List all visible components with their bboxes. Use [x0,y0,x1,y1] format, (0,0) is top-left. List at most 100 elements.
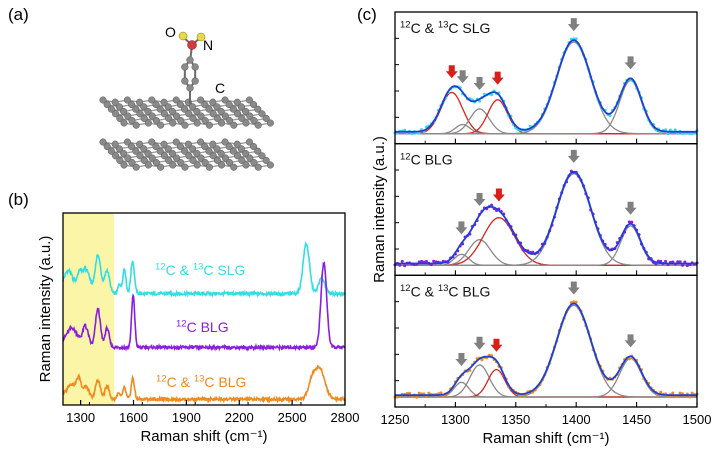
lower-graphene-atom [168,149,176,157]
upper-graphene-atom [201,101,209,109]
upper-graphene-atom [120,119,128,127]
x-tick-label-b: 2800 [331,410,360,425]
upper-graphene-atom [103,101,111,109]
lower-graphene-atom [169,161,177,169]
lower-graphene-atom [258,152,266,160]
upper-graphene-atom [230,121,238,129]
lower-graphene-atom [177,159,185,167]
upper-graphene-atom [173,112,181,120]
subplot-0: 12C & 13C SLG [393,11,699,145]
series-line-0 [62,240,346,299]
oxygen-atom [178,31,188,41]
data-point [659,259,663,263]
upper-graphene-atom [229,105,237,113]
peak-arrow-1 [473,336,486,350]
lower-graphene-atom [217,149,225,157]
data-point [664,128,668,132]
subplot-label-0: 12C & 13C SLG [400,20,490,36]
series-label-1-part-0: 12 [176,319,187,330]
upper-graphene-atom [128,117,136,125]
upper-graphene-atom [124,112,132,120]
lower-graphene-atom [140,156,148,164]
lower-graphene-atom [136,152,144,160]
subplot-label-1-part-1: C BLG [411,152,453,168]
data-point [681,263,685,267]
data-point [415,395,419,399]
series-label-2-part-2: 13 [194,374,205,385]
peak-arrow-2 [473,77,486,91]
lower-graphene-atom [209,140,217,148]
lower-graphene-atom [226,159,234,167]
upper-graphene-atom [209,110,217,118]
series-label-2: 12C & 13C BLG [156,374,246,390]
x-tick-label-b: 2200 [225,410,254,425]
upper-graphene-atom [254,121,262,129]
data-point [673,128,677,132]
upper-graphene-atom [242,107,250,115]
upper-graphene-atom [165,114,173,122]
upper-graphene-atom [115,103,123,111]
upper-graphene-atom [189,103,197,111]
data-point [690,132,694,136]
lower-graphene-atom [148,138,156,146]
fit-envelope-1 [395,170,697,265]
peak-arrow-1 [473,192,486,206]
peak-arrow-0 [455,352,468,366]
peak-arrow-2 [490,338,503,352]
data-point [480,358,484,362]
subplot-label-1-part-0: 12 [400,151,411,162]
panel-b-label: (b) [8,190,29,209]
data-point [574,300,578,304]
atom-label-nitrogen: N [203,37,213,53]
subplot-label-0-part-3: C SLG [448,20,490,36]
panel-a-label: (a) [8,5,29,24]
data-point [410,132,414,136]
series-label-1-part-1: C BLG [187,319,229,335]
upper-graphene-atom [157,121,165,129]
data-point [627,357,631,361]
x-tick-label-c: 1450 [622,412,651,427]
subplot-label-0-part-2: 13 [438,20,449,31]
series-label-0: 12C & 13C SLG [155,262,245,278]
upper-graphene-atom [254,105,262,113]
data-point [688,395,692,399]
upper-graphene-atom [185,110,193,118]
upper-graphene-atom [111,98,119,106]
upper-graphene-atom [181,105,189,113]
lower-graphene-atom [197,138,205,146]
ring-carbon-atom [186,84,194,92]
ring-carbon-atom [191,63,199,71]
series-line-1 [62,261,346,352]
data-point [676,260,680,264]
series-label-2-part-1: C & [167,374,194,390]
upper-graphene-atom [181,121,189,129]
data-point [681,132,685,136]
upper-graphene-atom [189,114,197,122]
peak-arrow-5 [624,56,637,70]
x-tick-label-c: 1300 [441,412,470,427]
ring-carbon-atom [181,77,189,85]
lower-graphene-atom [132,163,140,171]
lower-graphene-atom [181,163,189,171]
data-point [417,391,421,395]
series-label-0-part-0: 12 [155,262,166,273]
x-tick-label-b: 1600 [119,410,148,425]
panel-c-label: (c) [357,5,377,24]
upper-graphene-atom [250,101,258,109]
data-point [608,114,612,118]
atom-label-carbon: C [215,80,225,96]
data-point [690,391,694,395]
lower-graphene-atom [225,143,233,151]
upper-graphene-atom [148,96,156,104]
lower-graphene-atom [234,152,242,160]
upper-graphene-atom [193,107,201,115]
upper-graphene-atom [266,119,274,127]
x-axis-label-b: Raman shift (cm⁻¹) [140,428,267,445]
lower-graphene-atom [229,147,237,155]
upper-graphene-atom [136,110,144,118]
lower-graphene-atom [205,163,213,171]
upper-graphene-atom [144,107,152,115]
lower-graphene-atom [238,156,246,164]
lower-graphene-atom [176,143,184,151]
